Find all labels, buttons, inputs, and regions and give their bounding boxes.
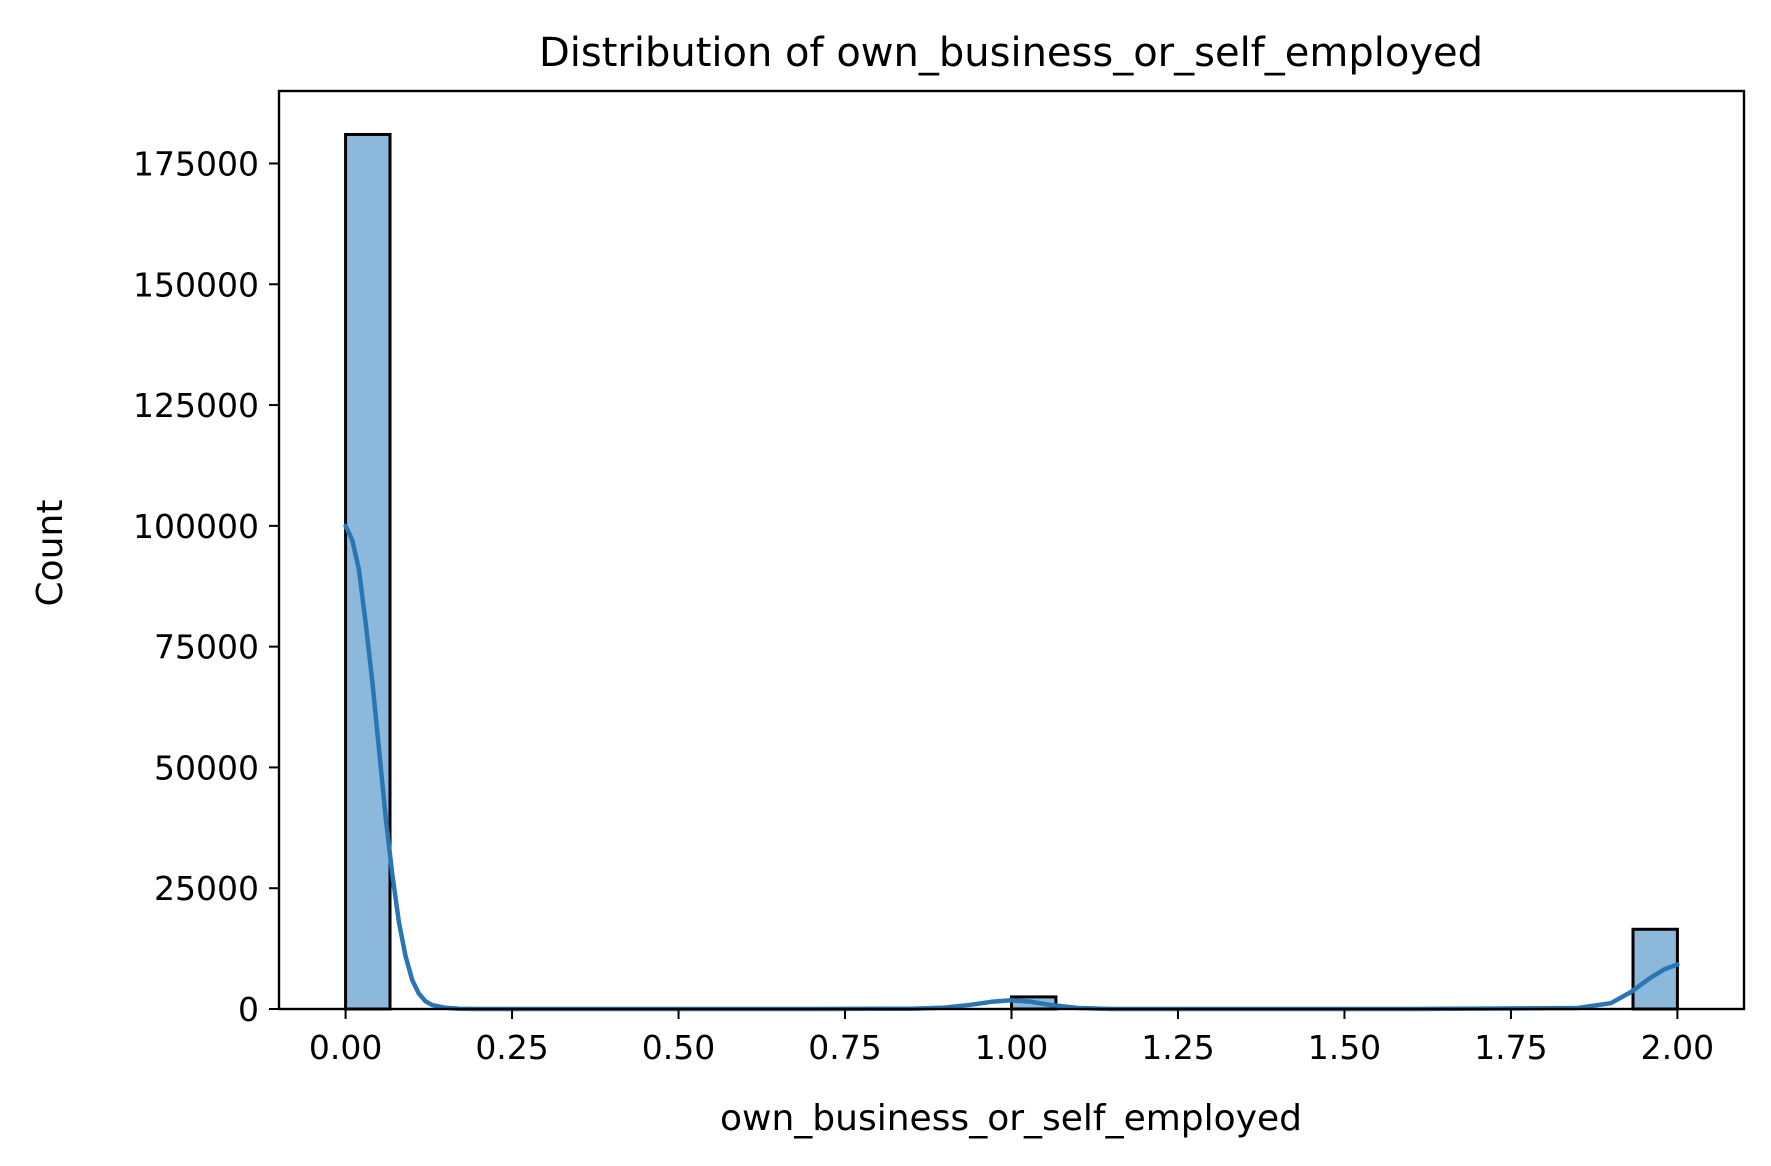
- y-tick-label-7: 175000: [133, 144, 259, 183]
- x-tick-label-2: 0.50: [642, 1028, 715, 1067]
- x-axis-ticks: 0.00 0.25 0.50 0.75 1.00 1.25 1.50 1.75 2.00: [309, 1009, 1714, 1067]
- y-tick-label-4: 100000: [133, 507, 259, 546]
- x-axis-label: own_business_or_self_employed: [720, 1098, 1302, 1139]
- y-tick-label-6: 150000: [133, 265, 259, 304]
- histogram-bar-0: [344, 132, 392, 1011]
- y-tick-label-0: 0: [238, 990, 259, 1029]
- x-tick-label-0: 0.00: [309, 1028, 382, 1067]
- x-tick-label-3: 0.75: [808, 1028, 881, 1067]
- plot-frame: [277, 89, 1746, 1011]
- y-tick-label-3: 75000: [154, 628, 259, 667]
- x-tick-label-4: 1.00: [975, 1028, 1048, 1067]
- x-tick-label-7: 1.75: [1474, 1028, 1547, 1067]
- kde-line: [343, 523, 1680, 1012]
- y-tick-label-1: 25000: [154, 869, 259, 908]
- y-axis-label: Count: [30, 500, 71, 607]
- x-tick-label-8: 2.00: [1641, 1028, 1714, 1067]
- y-axis-ticks: 0 25000 50000 75000 100000 125000 150000 175000: [133, 144, 279, 1029]
- histogram-bars: [344, 132, 1679, 1011]
- x-tick-label-5: 1.25: [1141, 1028, 1214, 1067]
- x-tick-label-1: 0.25: [475, 1028, 548, 1067]
- x-tick-label-6: 1.50: [1308, 1028, 1381, 1067]
- y-tick-label-5: 125000: [133, 386, 259, 425]
- y-tick-label-2: 50000: [154, 748, 259, 787]
- chart-title: Distribution of own_business_or_self_emp…: [539, 30, 1483, 76]
